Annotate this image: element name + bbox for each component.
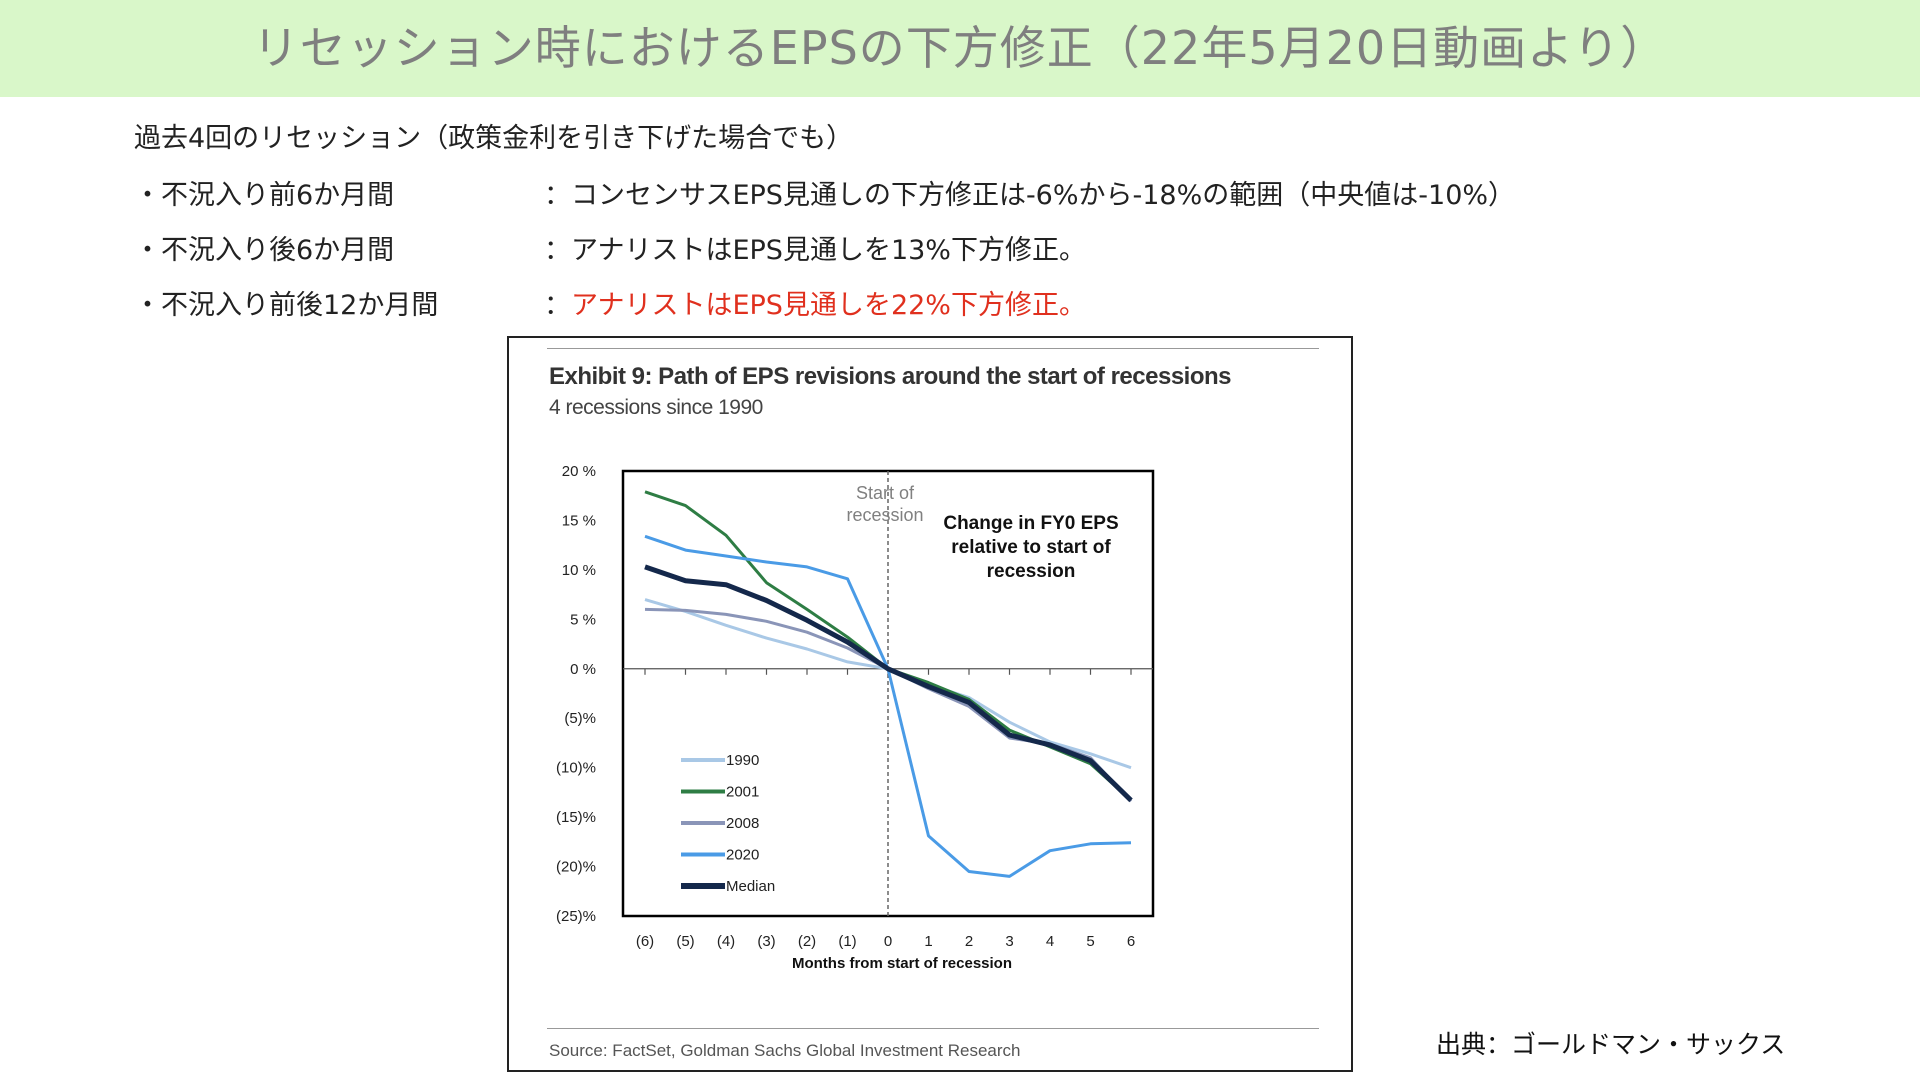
legend-label: 2020 <box>726 847 759 864</box>
summary-row-value: ：アナリストはEPS見通しを13%下方修正。 <box>544 235 1086 266</box>
x-tick-label: (4) <box>717 933 735 950</box>
summary-intro: 過去4回のリセッション（政策金利を引き下げた場合でも） <box>134 123 854 154</box>
x-axis: (6) (5) (4) (3) (2) (1) 0 1 2 3 4 5 6 <box>636 668 1135 950</box>
x-axis-label: Months from start of recession <box>792 955 1012 972</box>
exhibit-top-rule <box>547 348 1319 349</box>
summary-row-colon: ： <box>544 290 571 321</box>
annotation-start-of-recession: Start of recession <box>846 483 923 525</box>
x-tick-label: (2) <box>798 933 816 950</box>
legend-label: 2008 <box>726 815 759 832</box>
x-tick-label: 1 <box>924 933 932 950</box>
legend-label: 2001 <box>726 784 759 801</box>
x-tick-label: 3 <box>1005 933 1013 950</box>
exhibit-frame: Exhibit 9: Path of EPS revisions around … <box>507 336 1353 1072</box>
x-tick-label: 2 <box>965 933 973 950</box>
source-credit: 出典：ゴールドマン・サックス <box>1436 1030 1786 1059</box>
page-title: リセッション時におけるEPSの下方修正（22年5月20日動画より） <box>252 21 1668 75</box>
y-tick-label: (5)% <box>564 710 596 727</box>
legend: 1990 2001 2008 2020 Median <box>681 752 775 895</box>
summary-row-label: ・不況入り前6か月間 <box>134 180 395 211</box>
x-tick-label: (3) <box>757 933 775 950</box>
x-tick-label: (1) <box>838 933 856 950</box>
y-tick-label: (20)% <box>556 859 596 876</box>
summary-row-label: ・不況入り後6か月間 <box>134 235 395 266</box>
summary-row-highlight: アナリストはEPS見通しを22%下方修正。 <box>571 290 1086 321</box>
y-tick-label: 10 % <box>562 562 596 579</box>
legend-label: Median <box>726 878 775 895</box>
x-tick-label: 4 <box>1046 933 1054 950</box>
annotation-line: recession <box>987 561 1076 582</box>
exhibit-title: Exhibit 9: Path of EPS revisions around … <box>549 363 1232 390</box>
y-tick-label: 15 % <box>562 512 596 529</box>
y-tick-label: (15)% <box>556 809 596 826</box>
y-tick-label: (25)% <box>556 908 596 925</box>
exhibit-source: Source: FactSet, Goldman Sachs Global In… <box>549 1041 1021 1060</box>
series-lines <box>644 490 1133 878</box>
annotation-line: recession <box>846 505 923 525</box>
x-tick-label: (6) <box>636 933 654 950</box>
y-tick-label: (10)% <box>556 760 596 777</box>
y-tick-label: 0 % <box>570 661 596 678</box>
x-tick-label: 6 <box>1127 933 1135 950</box>
annotation-line: relative to start of <box>951 537 1111 558</box>
x-tick-label: 5 <box>1086 933 1094 950</box>
exhibit-bottom-rule <box>547 1028 1319 1029</box>
series-line-median <box>644 564 1133 803</box>
eps-revisions-chart: 20 % 15 % 10 % 5 % 0 % (5)% (10)% (15)% (20)% (25… <box>556 463 1155 972</box>
summary-row-label: ・不況入り前後12か月間 <box>134 290 439 321</box>
annotation-line: Start of <box>856 483 915 503</box>
y-axis: 20 % 15 % 10 % 5 % 0 % (5)% (10)% (15)% (20)% (25… <box>556 463 596 925</box>
x-tick-label: (5) <box>676 933 694 950</box>
annotation-line: Change in FY0 EPS <box>943 513 1118 534</box>
summary-row-value: ：アナリストはEPS見通しを22%下方修正。 <box>544 283 1086 322</box>
exhibit-subtitle: 4 recessions since 1990 <box>549 396 763 419</box>
y-tick-label: 5 % <box>570 611 596 628</box>
series-line-2020 <box>644 534 1132 878</box>
y-tick-label: 20 % <box>562 463 596 480</box>
summary-row-value: ：コンセンサスEPS見通しの下方修正は-6%から-18%の範囲（中央値は-10%… <box>544 180 1516 211</box>
x-tick-label: 0 <box>884 933 892 950</box>
title-banner: リセッション時におけるEPSの下方修正（22年5月20日動画より） <box>0 0 1920 97</box>
annotation-change-fy0: Change in FY0 EPS relative to start of rec… <box>943 513 1118 582</box>
legend-label: 1990 <box>726 752 759 769</box>
